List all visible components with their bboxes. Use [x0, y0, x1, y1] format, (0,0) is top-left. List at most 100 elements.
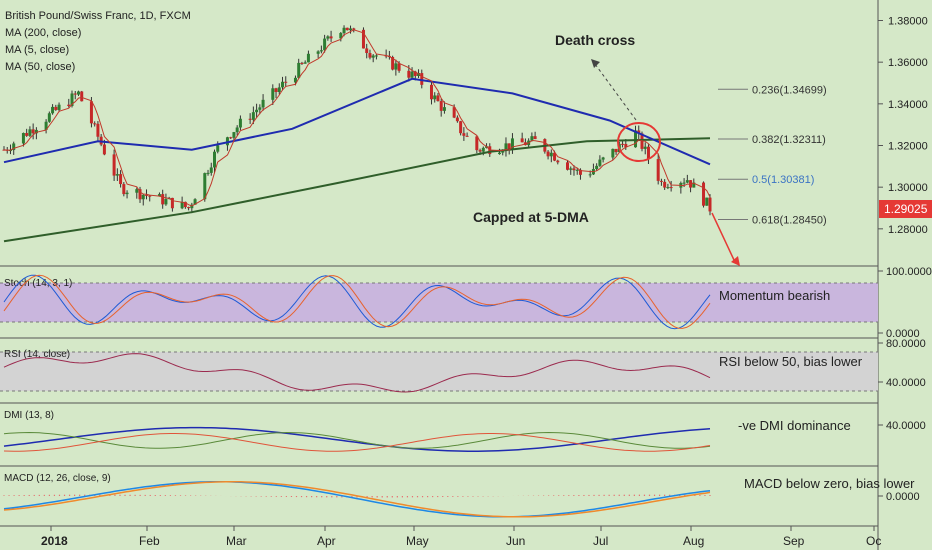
candle-body — [73, 93, 77, 95]
candle-body — [345, 27, 349, 31]
candle-body — [578, 169, 582, 175]
candle-body — [546, 151, 550, 157]
dmi-note: -ve DMI dominance — [738, 418, 851, 433]
candle-body — [365, 48, 369, 54]
candle-body — [643, 146, 647, 149]
candle-body — [31, 129, 35, 134]
candle-body — [501, 151, 505, 153]
candle-body — [248, 118, 252, 120]
candle-body — [57, 104, 61, 110]
stoch-tick-label: 0.0000 — [886, 328, 920, 340]
last-price-tag — [879, 200, 932, 218]
price-tick-label: 1.38000 — [888, 16, 928, 28]
candle-body — [368, 53, 372, 58]
candle-body — [67, 104, 71, 107]
candle-body — [595, 165, 599, 170]
candle-body — [229, 137, 233, 139]
candle-body — [232, 132, 236, 138]
candle-body — [569, 168, 573, 170]
candle-body — [25, 133, 29, 136]
candle-body — [44, 121, 48, 130]
candle-body — [598, 159, 602, 166]
candle-body — [271, 88, 275, 100]
candle-body — [656, 159, 660, 181]
candle-body — [663, 181, 667, 188]
candle-body — [611, 148, 615, 158]
candle-body — [21, 133, 25, 144]
bearish-arrow — [711, 212, 735, 261]
candle-body — [462, 133, 466, 136]
stoch-label: Stoch (14, 3, 1) — [4, 278, 72, 289]
time-tick-label: Jun — [506, 534, 525, 548]
chart-title: British Pound/Swiss Franc, 1D, FXCM — [5, 10, 191, 22]
candle-body — [666, 187, 670, 189]
candle-body — [621, 143, 625, 145]
candle-body — [614, 148, 618, 153]
candle-body — [326, 36, 330, 39]
rsi-line — [3, 353, 711, 393]
annotation-capped-5dma: Capped at 5-DMA — [473, 209, 589, 225]
candle-body — [397, 63, 401, 71]
candle-body — [141, 194, 145, 200]
candle-body — [646, 146, 650, 160]
time-tick-label: Mar — [226, 534, 247, 548]
candle-body — [274, 88, 278, 92]
price-tick-label: 1.28000 — [888, 224, 928, 236]
stoch-tick-label: 100.0000 — [886, 266, 932, 278]
candle-body — [297, 62, 301, 78]
candle-body — [682, 182, 686, 184]
candle-body — [417, 73, 421, 76]
dmi-tick-label: 40.0000 — [886, 420, 926, 432]
candle-body — [659, 180, 663, 182]
candle-body — [329, 36, 333, 39]
time-axis: 2018 Feb Mar Apr May Jun Jul Aug Sep Oc — [41, 526, 881, 548]
indicator-axes: 100.00000.000080.000040.000040.00000.000… — [878, 266, 932, 503]
price-tick-label: 1.30000 — [888, 182, 928, 194]
candle-body — [692, 182, 696, 188]
time-tick-label: Jul — [593, 534, 608, 548]
fib-level-label: 0.236(1.34699) — [752, 84, 827, 96]
candle-body — [407, 70, 411, 78]
candle-body — [507, 143, 511, 150]
candle-body — [238, 118, 242, 128]
annotation-death-cross: Death cross — [555, 32, 635, 48]
candle-body — [455, 117, 459, 122]
candle-body — [352, 28, 356, 30]
candle-body — [361, 29, 365, 49]
candle-body — [122, 184, 126, 195]
macd-tick-label: 0.0000 — [886, 491, 920, 503]
candle-body — [119, 174, 123, 185]
candle-body — [216, 145, 220, 152]
candle-body — [420, 73, 424, 85]
candle-body — [187, 207, 191, 209]
candle-body — [303, 62, 307, 64]
candle-body — [556, 160, 560, 163]
candle-body — [549, 152, 553, 157]
candle-body — [497, 152, 501, 155]
candle-body — [70, 93, 74, 107]
macd-signal-line — [3, 480, 711, 518]
candle-body — [54, 106, 58, 110]
indicator-label-ma5: MA (5, close) — [5, 44, 69, 56]
candle-body — [161, 194, 165, 205]
rsi-label: RSI (14, close) — [4, 349, 70, 360]
candle-body — [76, 91, 80, 95]
candle-body — [429, 84, 433, 100]
ma50-line — [3, 77, 711, 166]
candle-body — [306, 53, 310, 63]
indicator-label-ma200: MA (200, close) — [5, 27, 81, 39]
candle-body — [47, 113, 51, 122]
candle-body — [261, 99, 265, 108]
candle-body — [144, 194, 148, 196]
candle-body — [138, 189, 142, 200]
fib-level-label: 0.5(1.30381) — [752, 174, 814, 186]
candle-body — [637, 130, 641, 134]
candle-body — [93, 123, 97, 125]
candle-body — [255, 109, 259, 113]
price-tick-label: 1.32000 — [888, 141, 928, 153]
candle-body — [685, 180, 689, 183]
fibonacci-levels: 0.236(1.34699) 0.382(1.32311) 0.5(1.30381)… — [718, 84, 827, 226]
candle-body — [553, 152, 557, 161]
